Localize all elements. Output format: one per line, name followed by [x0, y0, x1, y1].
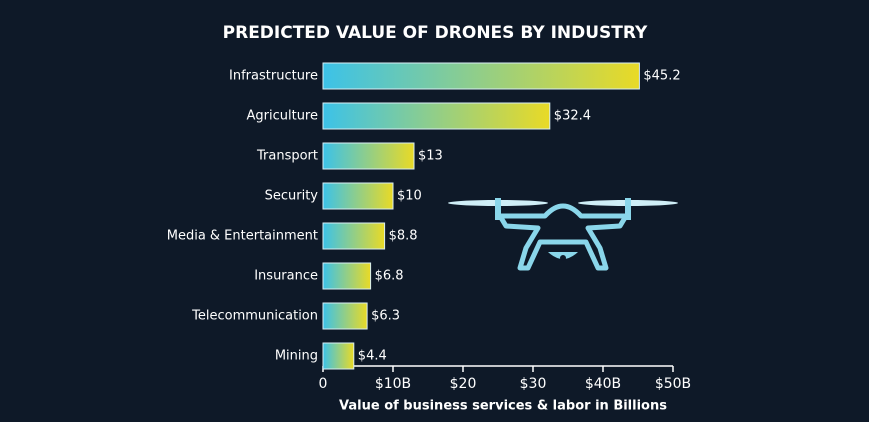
- y-tick-label: Infrastructure: [229, 69, 318, 84]
- y-tick-label: Insurance: [254, 269, 318, 284]
- y-tick-label: Telecommunication: [191, 309, 318, 324]
- x-axis-title: Value of business services & labor in Bi…: [339, 399, 667, 414]
- bar: [322, 262, 372, 290]
- y-tick-label: Mining: [275, 349, 318, 364]
- bar: [322, 222, 386, 250]
- bar: [322, 102, 551, 130]
- bar: [322, 302, 368, 330]
- value-label: $6.8: [375, 269, 404, 284]
- value-label: $6.3: [371, 309, 400, 324]
- bar: [322, 62, 640, 90]
- y-tick-label: Media & Entertainment: [167, 229, 318, 244]
- drone-icon: [448, 198, 678, 271]
- x-tick-label: $40B: [585, 376, 621, 392]
- y-tick-label: Security: [265, 189, 319, 204]
- bar: [322, 142, 415, 170]
- bar: [322, 182, 394, 210]
- bar: [322, 342, 355, 370]
- x-tick-label: $30: [520, 376, 547, 392]
- y-tick-label: Agriculture: [247, 109, 319, 124]
- value-label: $10: [397, 189, 422, 204]
- x-tick-label: $20: [450, 376, 477, 392]
- value-label: $4.4: [358, 349, 387, 364]
- value-label: $45.2: [643, 69, 680, 84]
- x-tick-label: 0: [319, 376, 328, 392]
- value-label: $8.8: [389, 229, 418, 244]
- value-label: $13: [418, 149, 443, 164]
- chart-title: PREDICTED VALUE OF DRONES BY INDUSTRY: [223, 23, 648, 43]
- x-tick-label: $10B: [375, 376, 411, 392]
- value-label: $32.4: [554, 109, 591, 124]
- x-tick-label: $50B: [655, 376, 691, 392]
- y-tick-label: Transport: [256, 149, 318, 164]
